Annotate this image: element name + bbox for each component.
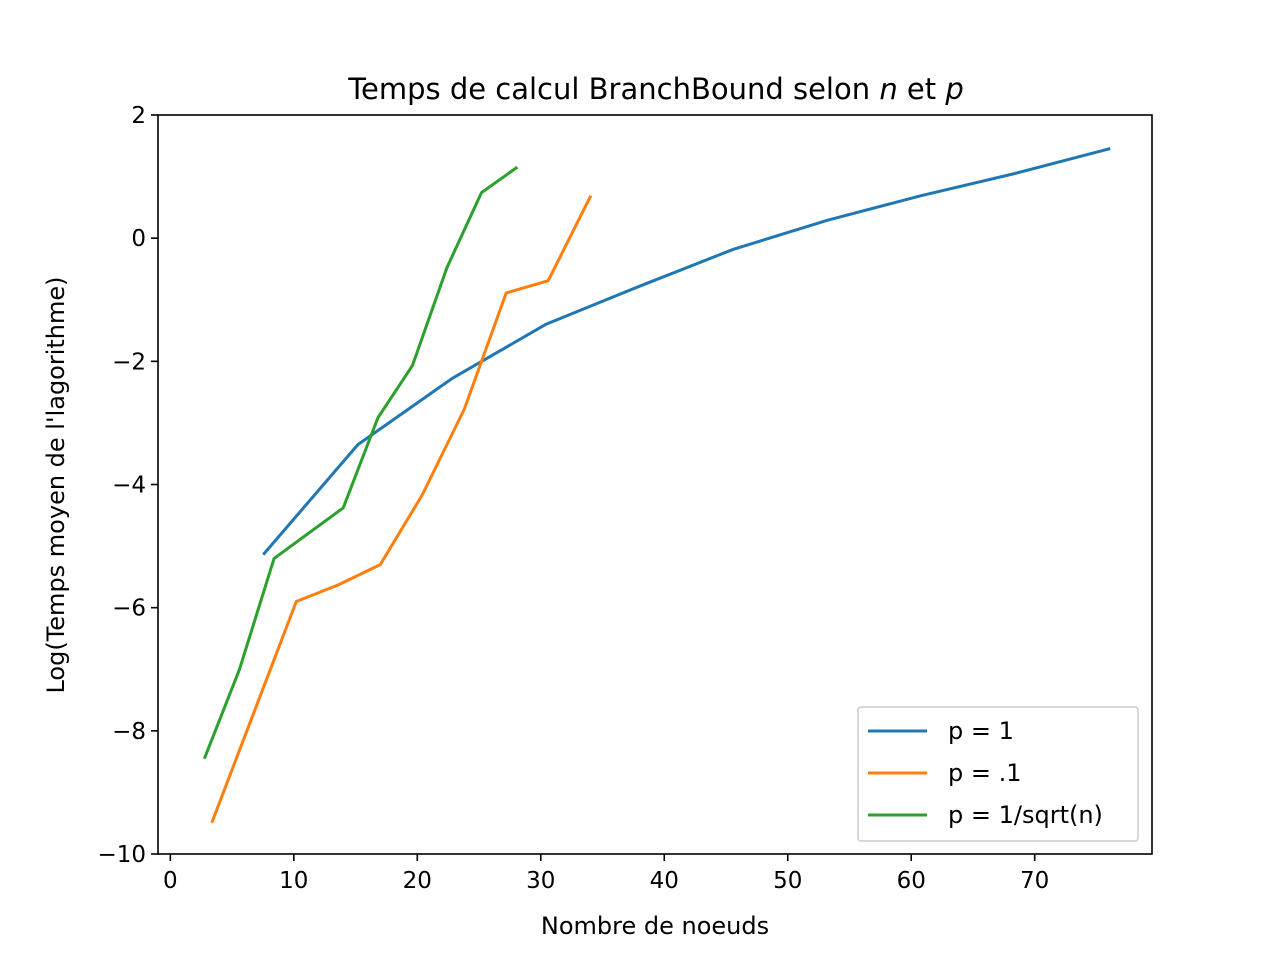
x-tick-label: 70 [1020,868,1049,894]
chart-title-var-p: p [944,72,963,106]
y-tick-label: −4 [112,473,146,499]
series-line-1 [262,147,1111,556]
x-axis-label: Nombre de noeuds [541,912,769,940]
chart-title-prefix: Temps de calcul BranchBound selon [347,72,879,106]
x-tick-label: 20 [403,868,432,894]
series-layer [202,147,1111,824]
x-axis: 0 10 20 30 40 50 60 70 [163,854,1049,894]
x-tick-label: 60 [897,868,926,894]
y-tick-label: 2 [131,103,146,129]
y-axis: 2 0 −2 −4 −6 −8 −10 [97,103,158,868]
x-tick-label: 0 [163,868,178,894]
legend-label-1: p = 1 [948,717,1014,745]
y-tick-label: −2 [112,349,146,375]
x-tick-label: 40 [650,868,679,894]
legend-box [857,706,1139,842]
y-tick-label: −6 [112,596,146,622]
legend-label-3: p = 1/sqrt(n) [948,801,1103,829]
x-tick-label: 30 [526,868,555,894]
y-tick-label: −8 [112,719,146,745]
legend-label-2: p = .1 [948,759,1022,787]
y-axis-label: Log(Temps moyen de l'lagorithme) [42,276,70,693]
y-tick-label: −10 [97,842,146,868]
series-line-2 [210,194,593,824]
x-tick-label: 50 [773,868,802,894]
legend: p = 1 p = .1 p = 1/sqrt(n) [857,706,1139,842]
chart-title-middle: et [898,72,946,106]
chart-title-var-n: n [879,72,897,106]
series-line-3 [202,165,519,760]
y-tick-label: 0 [131,226,146,252]
x-tick-label: 10 [279,868,308,894]
chart-title: Temps de calcul BranchBound selon n et p [347,72,964,106]
